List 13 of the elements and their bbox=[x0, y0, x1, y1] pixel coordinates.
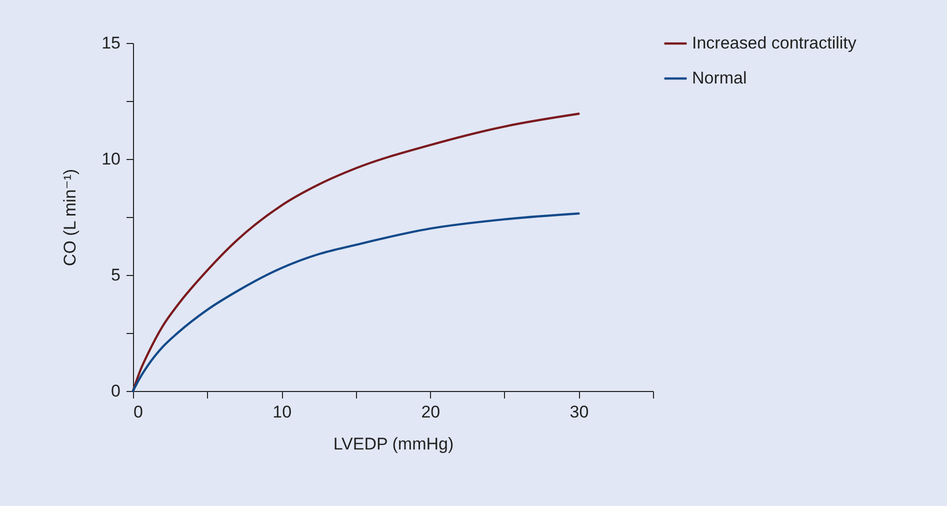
x-tick-label: 20 bbox=[421, 402, 440, 422]
y-axis-title: CO (L min⁻¹) bbox=[60, 168, 80, 266]
y-tick-label: 15 bbox=[102, 34, 120, 52]
x-axis-title: LVEDP (mmHg) bbox=[333, 434, 454, 454]
x-tick-label: 10 bbox=[272, 402, 292, 422]
x-tick-label: 0 bbox=[134, 402, 143, 422]
y-tick-label: 0 bbox=[111, 382, 120, 400]
line-series bbox=[132, 212, 580, 392]
legend-label: Normal bbox=[692, 68, 747, 88]
y-tick-label: 10 bbox=[102, 150, 120, 168]
legend-label: Increased contractility bbox=[692, 34, 857, 52]
x-tick-label: 30 bbox=[570, 402, 589, 422]
y-tick-label: 5 bbox=[111, 266, 120, 284]
